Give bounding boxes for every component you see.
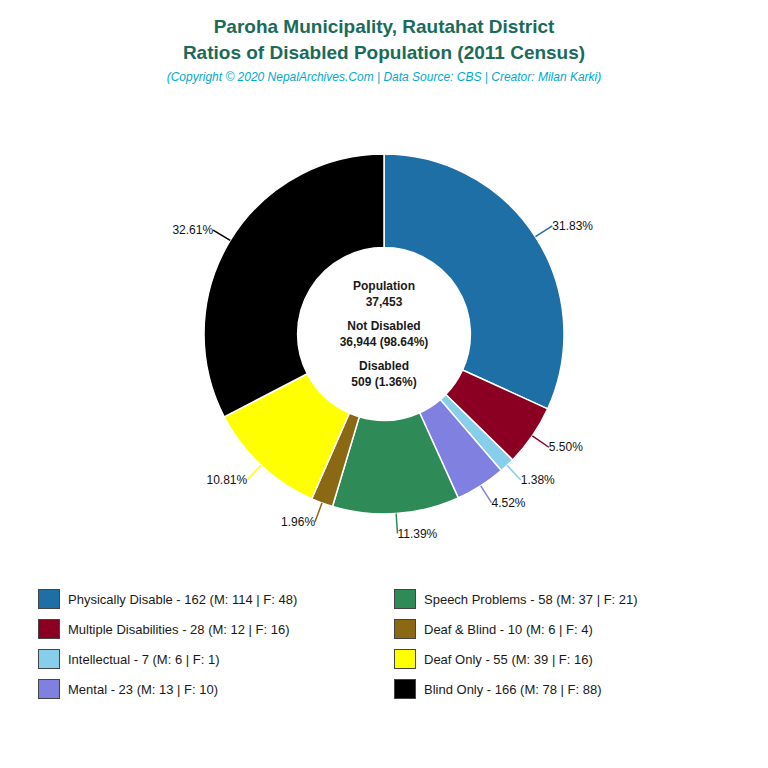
- html-text:Mental - 23 (M: 13 | F: 10): Mental - 23 (M: 13 | F: 10): [68, 681, 218, 697]
- html-text:Not Disabled: Not Disabled: [347, 319, 421, 333]
- svg-text:4.52%: 4.52%: [491, 496, 525, 510]
- html-text:(Copyright © 2020 NepalArchive: (Copyright © 2020 NepalArchives.Com | Da…: [166, 70, 602, 84]
- html-text:Population: Population: [353, 279, 415, 293]
- html-text:Deaf Only - 55 (M: 39 | F: 16): Deaf Only - 55 (M: 39 | F: 16): [424, 651, 593, 667]
- svg-text:1.38%: 1.38%: [521, 473, 555, 487]
- html-text:36,944 (98.64%): 36,944 (98.64%): [339, 335, 429, 349]
- svg-text:1.96%: 1.96%: [281, 515, 315, 529]
- html-text:Physically Disable - 162 (M: 1: Physically Disable - 162 (M: 114 | F: 48…: [68, 591, 298, 607]
- svg-text:31.83%: 31.83%: [552, 219, 593, 233]
- html-text:Deaf & Blind - 10 (M: 6 | F: 4: Deaf & Blind - 10 (M: 6 | F: 4): [424, 621, 593, 637]
- html-text:509 (1.36%): 509 (1.36%): [351, 375, 417, 389]
- html-text:Intellectual - 7 (M: 6 | F: 1): Intellectual - 7 (M: 6 | F: 1): [68, 651, 220, 667]
- svg-text:10.81%: 10.81%: [207, 473, 248, 487]
- html-text:Multiple Disabilities - 28 (M:: Multiple Disabilities - 28 (M: 12 | F: 1…: [68, 621, 290, 637]
- html-text:Paroha Municipality, Rautahat: Paroha Municipality, Rautahat District: [213, 16, 555, 37]
- html-text:Speech Problems - 58 (M: 37 |: Speech Problems - 58 (M: 37 | F: 21): [424, 591, 638, 607]
- html-text:Ratios of Disabled Population: Ratios of Disabled Population (2011 Cens…: [182, 42, 586, 63]
- html-text:Blind Only - 166 (M: 78 | F: 8: Blind Only - 166 (M: 78 | F: 88): [424, 681, 602, 697]
- svg-text:11.39%: 11.39%: [397, 527, 437, 541]
- svg-text:5.50%: 5.50%: [549, 440, 583, 454]
- html-text:Disabled: Disabled: [359, 359, 409, 373]
- html-text:37,453: 37,453: [365, 295, 403, 309]
- svg-text:32.61%: 32.61%: [172, 223, 213, 237]
